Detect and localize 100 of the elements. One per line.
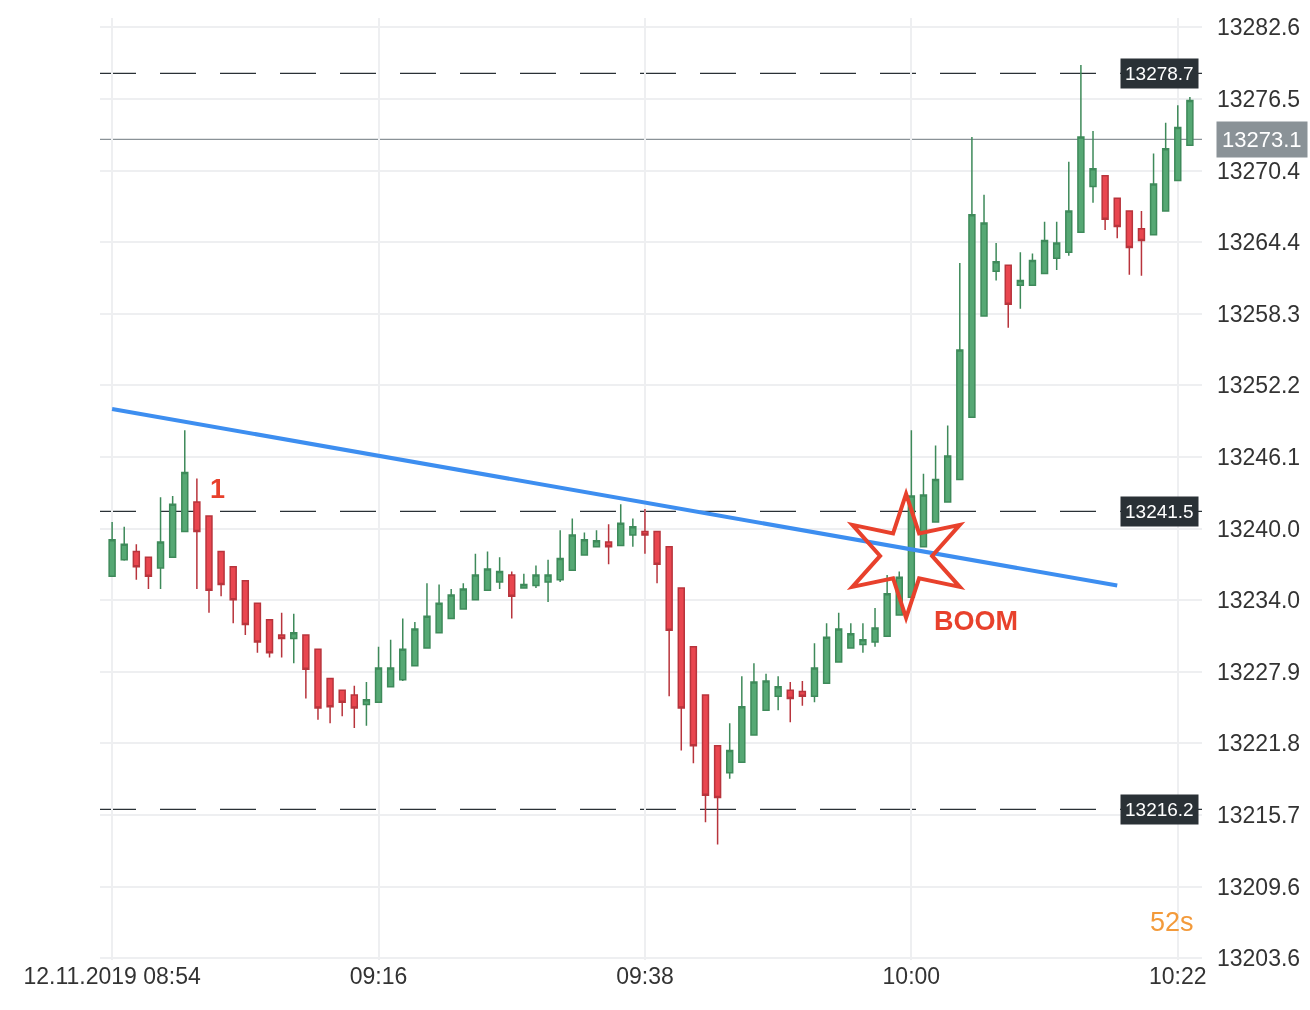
candlestick [314,648,322,721]
candlestick [1149,152,1158,236]
candlestick [508,570,516,620]
candlestick [338,689,346,718]
candlestick [350,684,359,729]
candlestick [483,550,492,592]
candlestick [447,588,455,620]
candlestick [786,681,794,723]
candlestick [834,611,843,663]
candlestick [568,517,576,571]
candlestick [132,543,141,581]
y-tick-label: 13282.6 [1217,14,1301,41]
candlestick [362,681,371,727]
candlestick [968,136,976,418]
candlestick [883,574,891,637]
candlestick [750,662,758,736]
y-tick-label: 13276.5 [1217,86,1301,113]
candlestick [1040,220,1049,275]
candlestick [326,677,334,725]
candlestick [713,744,722,846]
candlestick [931,444,940,523]
candlestick [205,515,213,614]
annotation: BOOM [934,606,1018,636]
candlestick [495,556,504,590]
candlestick [386,638,395,688]
candlestick [665,545,673,697]
y-tick-label: 13227.9 [1217,658,1301,685]
x-tick-label: 10:00 [882,963,941,989]
candlestick [641,508,649,555]
candlestick [980,193,988,317]
candlestick [1065,160,1073,257]
x-tick-label: 09:38 [616,963,674,989]
candlestick [798,680,807,707]
x-tick-label: 10:22 [1149,963,1207,989]
candlestick [1137,210,1146,277]
candlestick [265,618,274,659]
candlestick [411,621,419,667]
ref-line-label: 13278.7 [1125,63,1194,84]
ref-line-label: 13216.2 [1125,799,1194,820]
y-tick-label: 13203.6 [1217,944,1301,971]
candlestick [859,622,867,654]
candlestick [399,617,407,682]
candlestick [217,550,225,597]
candlestick [774,675,782,712]
candlestick [193,477,201,590]
candlestick [168,495,177,559]
candlestick [302,634,310,700]
x-tick-label: 12.11.2019 08:54 [23,963,201,989]
candlestick [556,529,564,583]
annotation: 52s [1150,907,1194,937]
candlestick [701,694,710,823]
candlestick [604,523,613,566]
candlestick [1052,220,1061,271]
candlestick [726,722,734,780]
candlestick [435,583,443,634]
candlestick [120,525,128,562]
candlestick [822,622,831,685]
candlestick [580,531,589,556]
candlestick [520,573,528,589]
candlestick [253,602,262,654]
candlestick [1174,104,1182,182]
candlestick [1028,252,1037,287]
candlestick [1113,197,1121,239]
candlestick [847,622,855,649]
candlestick [956,262,964,481]
candlestick [144,556,153,590]
candlestick [871,607,879,648]
candlestick [229,565,237,624]
candlestick [532,564,540,589]
y-tick-label: 13252.2 [1217,372,1301,399]
candlestick [689,646,698,765]
candlestick [1004,264,1012,329]
candlestick [181,429,189,533]
candlestick [374,646,383,703]
candlestick [1186,96,1194,146]
ref-line-label: 13241.5 [1125,501,1194,522]
y-tick-label: 13234.0 [1217,586,1301,613]
y-tick-label: 13240.0 [1217,516,1301,543]
candlestick [762,673,770,712]
candlestick [241,580,250,636]
y-tick-label: 13246.1 [1217,444,1301,471]
candlestick [459,582,468,610]
candlestick [943,424,952,503]
y-tick-label: 13270.4 [1217,158,1301,185]
candlestick [653,530,661,584]
candlestick [992,242,1000,282]
x-tick-label: 09:16 [349,963,408,989]
candlestick [677,587,685,752]
candlestick [423,582,431,649]
candlestick [290,613,298,665]
candlestick [738,675,746,763]
candlestick [1101,175,1109,231]
candlestick [544,558,552,603]
candlestick [1016,251,1025,310]
y-tick-label: 13264.4 [1217,228,1301,255]
candlestick [629,517,637,548]
candlestick [592,529,601,548]
y-tick-label: 13258.3 [1217,300,1301,327]
y-tick-label: 13221.8 [1217,730,1301,757]
candlestick [277,611,286,659]
